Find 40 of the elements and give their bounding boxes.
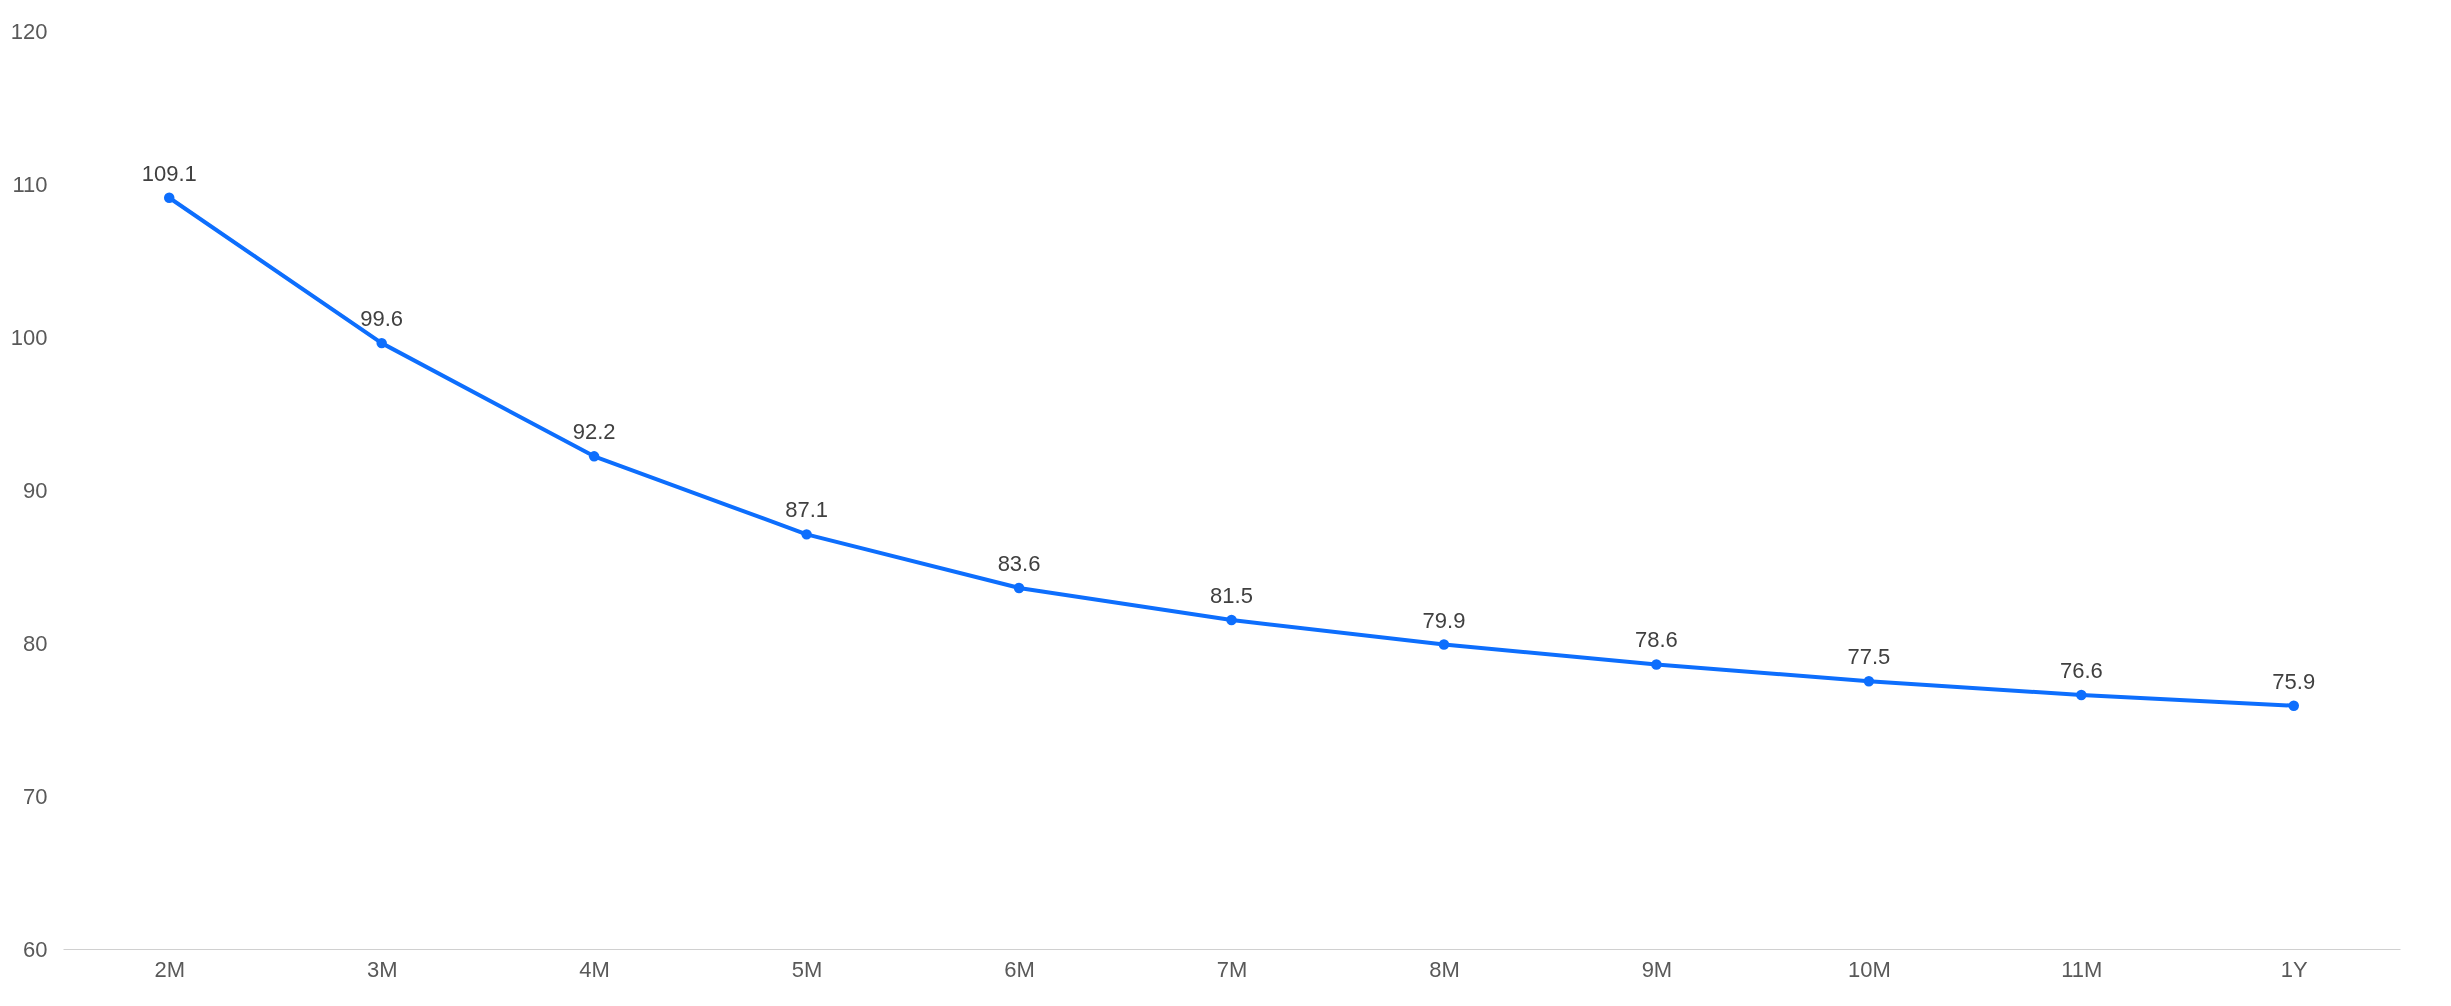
x-tick-label: 7M xyxy=(1216,956,1248,982)
x-tick-label: 2M xyxy=(154,956,186,982)
x-tick-label: 9M xyxy=(1641,956,1673,982)
x-tick-label: 10M xyxy=(1847,956,1891,982)
y-tick-label: 80 xyxy=(23,630,48,656)
data-label: 75.9 xyxy=(2272,668,2316,694)
point xyxy=(2076,689,2087,701)
x-tick-label: 11M xyxy=(2061,956,2103,982)
x-tick-label: 5M xyxy=(791,956,823,982)
x-tick-label: 3M xyxy=(366,956,398,982)
point xyxy=(1226,614,1237,626)
data-label: 76.6 xyxy=(2059,658,2103,684)
point xyxy=(1863,676,1875,687)
y-tick-label: 100 xyxy=(10,324,48,350)
data-label: 83.6 xyxy=(997,550,1041,576)
point xyxy=(1438,639,1450,650)
data-label: 109.1 xyxy=(141,160,197,186)
x-tick-label: 6M xyxy=(1004,956,1035,982)
data-label: 92.2 xyxy=(572,419,616,445)
data-label: 81.5 xyxy=(1210,583,1253,609)
point xyxy=(1013,582,1025,594)
point xyxy=(1651,659,1662,670)
data-label: 87.1 xyxy=(785,497,828,523)
y-tick-label: 110 xyxy=(12,171,48,197)
data-label: 77.5 xyxy=(1847,644,1891,670)
y-tick-label: 90 xyxy=(23,477,48,503)
y-tick-label: 60 xyxy=(23,936,48,962)
x-tick-label: 1Y xyxy=(2280,956,2309,982)
data-label: 78.6 xyxy=(1634,627,1678,653)
point xyxy=(376,337,387,349)
point xyxy=(801,529,812,540)
point xyxy=(588,451,600,462)
x-tick-label: 8M xyxy=(1429,956,1460,982)
y-tick-label: 120 xyxy=(10,18,48,44)
y-tick-label: 70 xyxy=(23,783,48,809)
point xyxy=(2288,700,2300,711)
x-tick-label: 4M xyxy=(579,956,610,982)
data-label: 79.9 xyxy=(1422,607,1466,633)
point xyxy=(163,192,175,203)
data-label: 99.6 xyxy=(360,306,404,332)
